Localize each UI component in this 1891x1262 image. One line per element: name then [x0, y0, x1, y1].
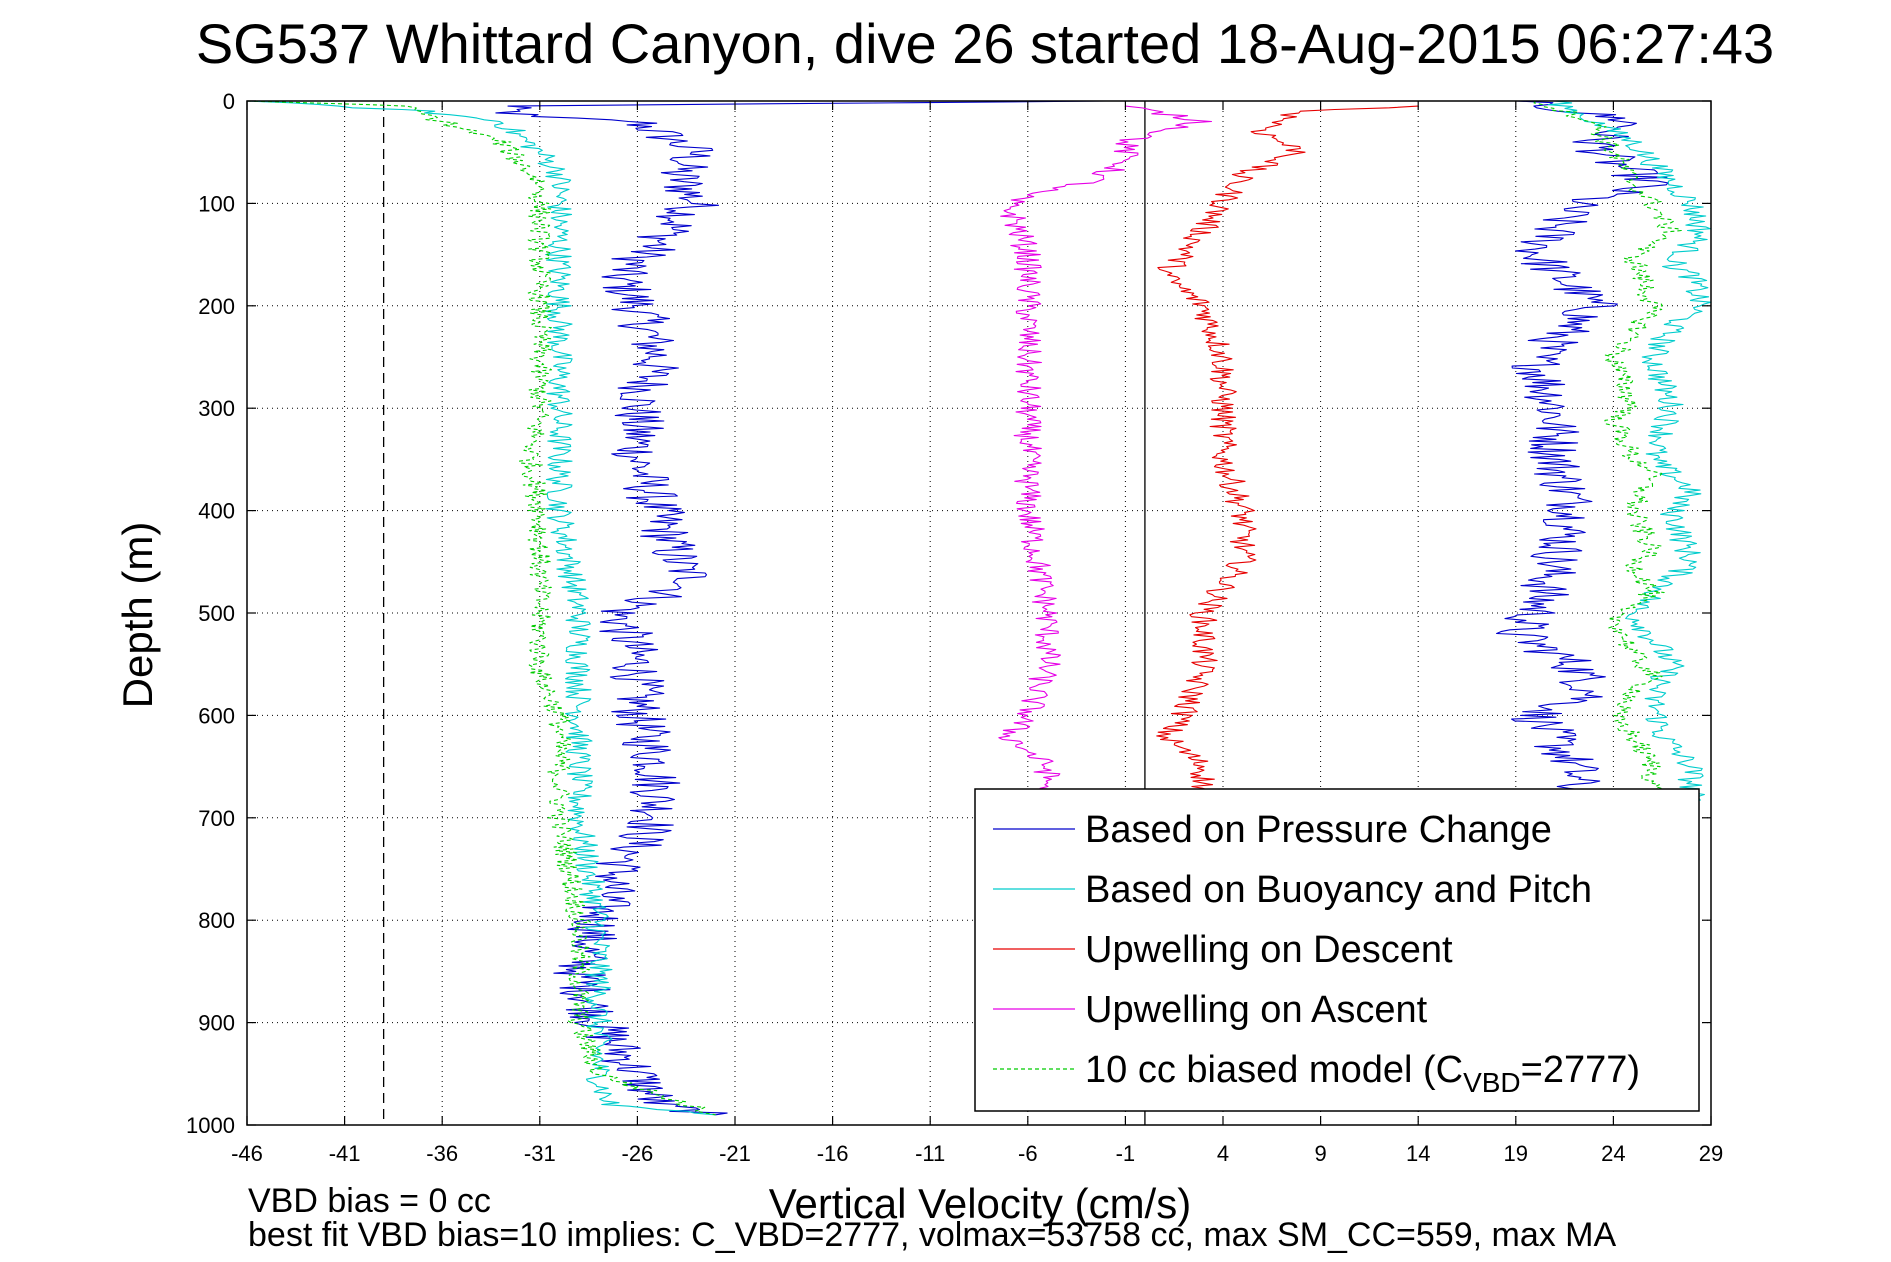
- x-tick-label: 24: [1601, 1141, 1625, 1166]
- tick-layer: -46 -41 -36 -31 -26 -21 -16 -11 -6 -1 4 9 14 19 24 29 0 1…: [186, 89, 1723, 1166]
- series-line-4-segment-1: [998, 105, 1213, 798]
- series-line-5-segment-1: [246, 100, 716, 1116]
- y-tick-label: 500: [198, 601, 235, 626]
- x-tick-label: 4: [1217, 1141, 1229, 1166]
- y-tick-label: 200: [198, 294, 235, 319]
- series-line-2-segment-1: [246, 100, 716, 1116]
- legend-label-suffix: =2777): [1521, 1049, 1640, 1091]
- legend-label-5: 10 cc biased model (CVBD=2777): [1085, 1049, 1640, 1098]
- series-line-1-segment-1: [495, 100, 1106, 1116]
- y-tick-label: 800: [198, 908, 235, 933]
- series-layer: [246, 100, 1712, 1116]
- x-tick-label: -1: [1116, 1141, 1136, 1166]
- y-tick-label: 100: [198, 191, 235, 216]
- x-tick-label: -36: [426, 1141, 458, 1166]
- series-line-1-segment-2: [1496, 100, 1669, 798]
- series-line-3-segment-1: [1156, 105, 1419, 798]
- x-tick-label: -41: [329, 1141, 361, 1166]
- x-tick-label: -31: [524, 1141, 556, 1166]
- y-tick-label: 900: [198, 1011, 235, 1036]
- x-tick-label: 14: [1406, 1141, 1430, 1166]
- x-tick-label: -26: [622, 1141, 654, 1166]
- x-tick-label: -11: [915, 1141, 945, 1166]
- x-tick-label: -6: [1018, 1141, 1038, 1166]
- y-axis-label: Depth (m): [114, 522, 161, 709]
- x-axis-label: Vertical Velocity (cm/s): [769, 1180, 1191, 1227]
- legend-box: [974, 788, 1700, 1112]
- y-tick-label: 600: [198, 703, 235, 728]
- y-tick-label: 400: [198, 499, 235, 524]
- x-tick-label: 19: [1504, 1141, 1528, 1166]
- footer-line-1: VBD bias = 0 cc: [248, 1182, 491, 1220]
- x-tick-label: 29: [1699, 1141, 1723, 1166]
- x-tick-label: 9: [1314, 1141, 1326, 1166]
- legend-label-2: Based on Buoyancy and Pitch: [1085, 869, 1592, 911]
- y-tick-label: 300: [198, 396, 235, 421]
- legend-label-subscript: VBD: [1463, 1067, 1521, 1098]
- y-tick-label: 1000: [186, 1113, 235, 1138]
- legend: Based on Pressure Change Based on Buoyanc…: [974, 788, 1700, 1112]
- x-tick-label: -21: [719, 1141, 751, 1166]
- footer-line-2: best fit VBD bias=10 implies: C_VBD=2777…: [248, 1216, 1617, 1254]
- series-line-5-segment-2: [1533, 100, 1682, 798]
- legend-label-4: Upwelling on Ascent: [1085, 989, 1428, 1031]
- y-tick-label: 0: [223, 89, 235, 114]
- legend-label-1: Based on Pressure Change: [1085, 809, 1552, 851]
- y-tick-label: 700: [198, 806, 235, 831]
- series-line-2-segment-2: [1547, 100, 1712, 809]
- x-tick-label: -46: [231, 1141, 263, 1166]
- legend-label-3: Upwelling on Descent: [1085, 929, 1453, 971]
- chart-title: SG537 Whittard Canyon, dive 26 started 1…: [196, 12, 1774, 75]
- x-tick-label: -16: [817, 1141, 849, 1166]
